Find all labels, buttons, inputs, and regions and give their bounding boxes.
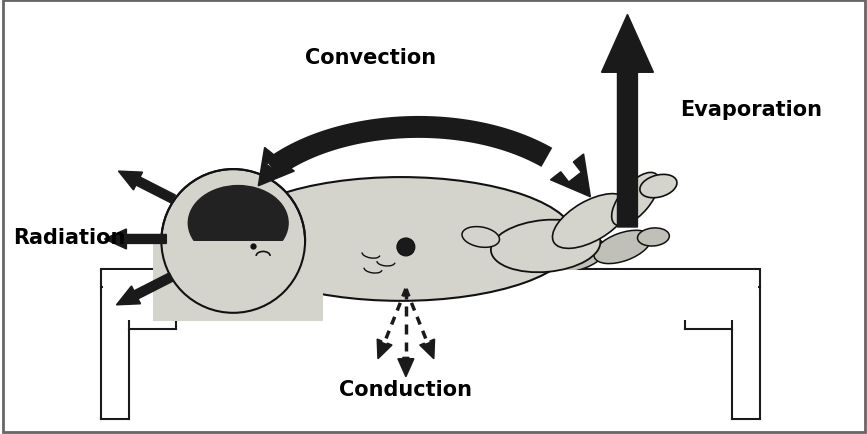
FancyArrow shape xyxy=(551,155,590,197)
Ellipse shape xyxy=(226,178,576,301)
Text: Radiation: Radiation xyxy=(13,227,126,247)
Ellipse shape xyxy=(637,228,669,247)
FancyArrow shape xyxy=(398,358,414,377)
Ellipse shape xyxy=(594,231,651,264)
FancyArrow shape xyxy=(116,273,173,305)
Circle shape xyxy=(161,170,305,313)
Bar xyxy=(103,270,759,320)
Ellipse shape xyxy=(552,194,629,249)
Polygon shape xyxy=(265,117,552,178)
Text: Evaporation: Evaporation xyxy=(681,100,823,120)
Ellipse shape xyxy=(611,173,659,226)
Ellipse shape xyxy=(640,175,677,198)
FancyArrow shape xyxy=(420,339,434,359)
Text: Conduction: Conduction xyxy=(339,379,473,399)
Bar xyxy=(153,241,323,321)
FancyArrow shape xyxy=(104,230,166,250)
Ellipse shape xyxy=(462,227,499,248)
FancyArrow shape xyxy=(377,339,392,359)
Text: Convection: Convection xyxy=(305,48,436,68)
FancyArrow shape xyxy=(602,15,654,227)
FancyArrow shape xyxy=(119,172,175,204)
Ellipse shape xyxy=(188,186,288,261)
Ellipse shape xyxy=(531,236,605,273)
FancyArrow shape xyxy=(258,148,294,186)
Circle shape xyxy=(397,238,415,256)
Ellipse shape xyxy=(491,220,600,273)
Bar xyxy=(101,269,760,287)
